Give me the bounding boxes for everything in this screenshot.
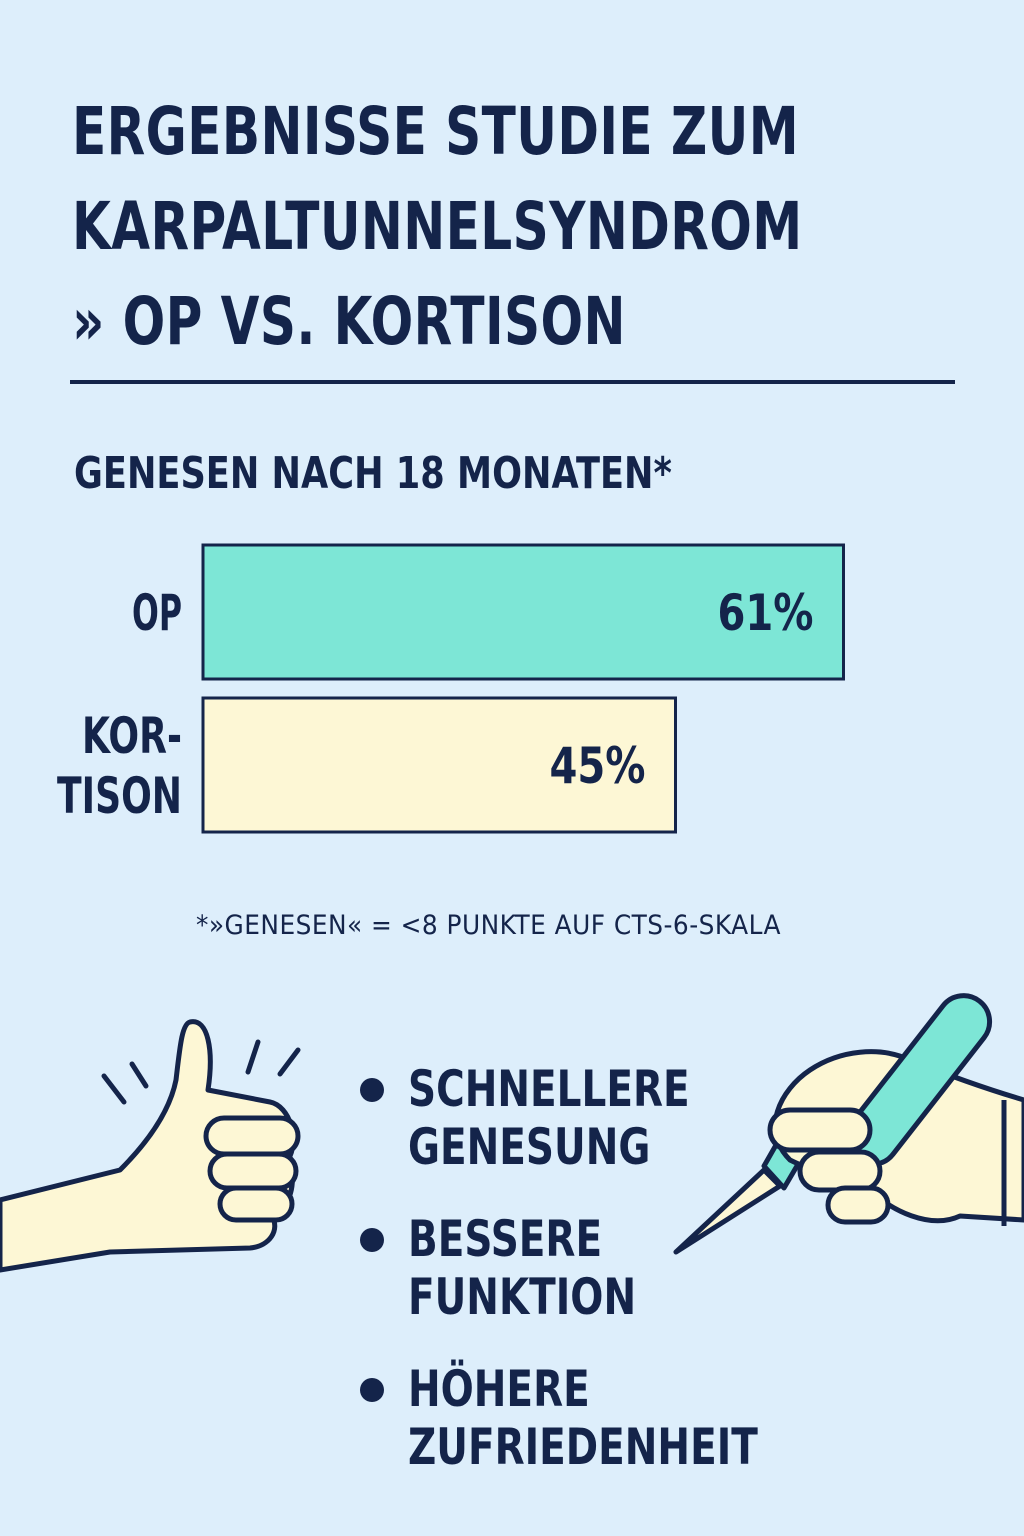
benefit-text-line-1: SCHNELLERE (408, 1060, 690, 1118)
bar-value-label: 45% (550, 737, 646, 795)
chart-footnote: *»GENESEN« = <8 PUNKTE AUF CTS-6-SKALA (196, 910, 781, 941)
bar-value-label: 61% (718, 584, 814, 642)
page-title-line-3: » OP VS. KORTISON (72, 283, 626, 360)
benefit-text-line-2: ZUFRIEDENHEIT (408, 1418, 758, 1476)
bullet-dot-icon (360, 1228, 384, 1252)
title-divider (70, 380, 955, 384)
chart-title: GENESEN NACH 18 MONATEN* (74, 448, 672, 499)
benefit-text-line-2: GENESUNG (408, 1118, 651, 1176)
page-title: ERGEBNISSE STUDIE ZUM KARPALTUNNELSYNDRO… (72, 84, 1024, 369)
benefit-item: SCHNELLERE GENESUNG (356, 1060, 857, 1176)
benefit-item: BESSERE FUNKTION (356, 1210, 857, 1326)
category-label: OP (132, 584, 182, 642)
category-label: TISON (57, 767, 182, 825)
benefit-item: HÖHERE ZUFRIEDENHEIT (356, 1360, 857, 1476)
benefit-text-line-1: BESSERE (408, 1210, 603, 1268)
bar-1 (201, 696, 677, 834)
page-title-line-1: ERGEBNISSE STUDIE ZUM (72, 93, 800, 170)
thumbs-up-icon (0, 1019, 301, 1273)
category-label: KOR- (82, 707, 182, 765)
bar-chart: 61% OP 45% KOR-TISON (57, 543, 845, 834)
benefit-text-line-2: FUNKTION (408, 1268, 637, 1326)
benefit-text-line-1: HÖHERE (408, 1360, 590, 1418)
benefits-list: SCHNELLERE GENESUNG BESSERE FUNKTION HÖH… (356, 1060, 857, 1510)
hand-with-scalpel-icon (673, 993, 1024, 1255)
bar-0 (201, 543, 845, 681)
page-title-line-2: KARPALTUNNELSYNDROM (72, 188, 803, 265)
bullet-dot-icon (360, 1378, 384, 1402)
bullet-dot-icon (360, 1078, 384, 1102)
